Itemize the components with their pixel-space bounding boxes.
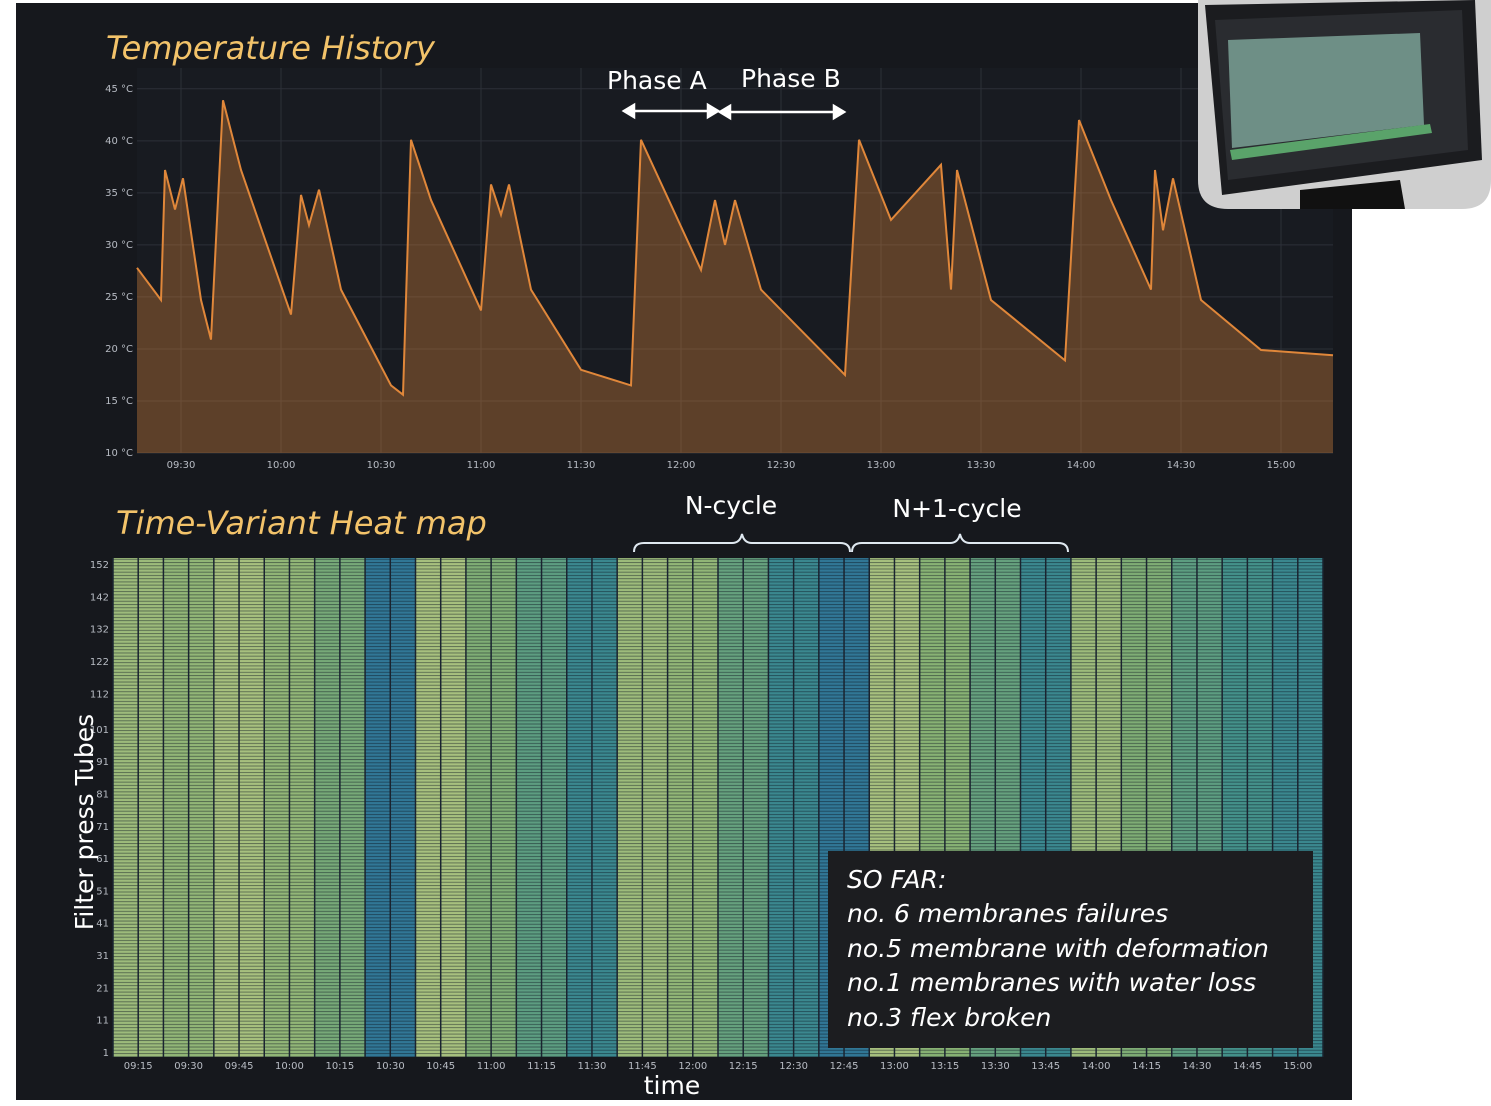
x-tick-label: 11:00: [477, 1061, 506, 1072]
x-tick-label: 13:15: [930, 1061, 959, 1072]
annotation: Phase B: [741, 64, 841, 93]
temperature-chart: 10 °C 15 °C 20 °C 25 °C 30 °C 35 °C 40 °C 45 °C…: [105, 68, 1334, 471]
chart-title: Time-Variant Heat map: [116, 504, 487, 542]
note-line: no.1 membranes with water loss: [847, 968, 1256, 997]
x-tick-label: 09:15: [124, 1061, 153, 1072]
y-tick-label: 142: [90, 592, 109, 603]
x-tick-label: 10:30: [367, 460, 396, 471]
x-tick-label: 11:30: [567, 460, 596, 471]
temperature-line: [136, 100, 1334, 397]
x-tick-label: 11:00: [467, 460, 496, 471]
annotation: N+1-cycle: [892, 494, 1021, 523]
x-tick-label: 09:30: [174, 1061, 203, 1072]
x-tick-label: 14:00: [1082, 1061, 1111, 1072]
y-tick-label: 112: [90, 689, 109, 700]
x-tick-label: 13:45: [1031, 1061, 1060, 1072]
x-tick-label: 12:30: [779, 1061, 808, 1072]
x-tick-label: 10:00: [275, 1061, 304, 1072]
x-tick-label: 13:00: [867, 460, 896, 471]
y-tick-label: 30 °C: [105, 240, 133, 251]
x-tick-label: 13:00: [880, 1061, 909, 1072]
y-tick-label: 101: [90, 725, 109, 736]
y-tick-label: 71: [96, 822, 109, 833]
x-tick-label: 09:45: [225, 1061, 254, 1072]
y-tick-label: 91: [96, 757, 109, 768]
y-tick-label: 1: [103, 1048, 109, 1059]
notes-box: [828, 851, 1313, 1048]
x-tick-label: 15:00: [1283, 1061, 1312, 1072]
y-tick-label: 20 °C: [105, 344, 133, 355]
x-tick-label: 14:30: [1167, 460, 1196, 471]
cycle-braces: [633, 533, 1069, 553]
annotation: Phase A: [607, 66, 707, 95]
x-tick-label: 13:30: [981, 1061, 1010, 1072]
x-tick-label: 11:15: [527, 1061, 556, 1072]
x-tick-label: 09:30: [167, 460, 196, 471]
y-tick-label: 31: [96, 951, 109, 962]
x-tick-label: 10:30: [376, 1061, 405, 1072]
x-tick-label: 10:15: [325, 1061, 354, 1072]
x-tick-label: 15:00: [1267, 460, 1296, 471]
annotation: N-cycle: [685, 491, 777, 520]
y-tick-label: 11: [96, 1016, 109, 1027]
x-tick-label: 13:30: [967, 460, 996, 471]
y-tick-label: 132: [90, 625, 109, 636]
y-axis-label: Filter press Tubes: [70, 714, 99, 930]
y-tick-label: 21: [96, 983, 109, 994]
phase-arrows: [621, 102, 847, 121]
notes-title: SO FAR:: [847, 865, 946, 894]
y-tick-label: 35 °C: [105, 188, 133, 199]
chart-title: Temperature History: [106, 29, 436, 67]
y-tick-label: 81: [96, 789, 109, 800]
x-tick-label: 10:00: [267, 460, 296, 471]
y-tick-label: 51: [96, 886, 109, 897]
photo-inset: [1198, 0, 1491, 209]
y-tick-label: 122: [90, 657, 109, 668]
x-tick-label: 11:30: [578, 1061, 607, 1072]
x-tick-label: 12:00: [667, 460, 696, 471]
x-axis-label: time: [644, 1071, 700, 1100]
x-tick-label: 12:00: [678, 1061, 707, 1072]
y-tick-label: 25 °C: [105, 292, 133, 303]
note-line: no.5 membrane with deformation: [847, 934, 1269, 963]
y-tick-label: 45 °C: [105, 84, 133, 95]
x-tick-label: 14:45: [1233, 1061, 1262, 1072]
y-tick-label: 40 °C: [105, 136, 133, 147]
x-tick-label: 12:15: [729, 1061, 758, 1072]
note-line: no. 6 membranes failures: [847, 899, 1168, 928]
x-tick-label: 12:45: [830, 1061, 859, 1072]
x-tick-label: 11:45: [628, 1061, 657, 1072]
y-tick-label: 10 °C: [105, 448, 133, 459]
y-tick-label: 61: [96, 854, 109, 865]
note-line: no.3 flex broken: [847, 1003, 1051, 1032]
y-tick-label: 41: [96, 919, 109, 930]
temperature-area: [137, 100, 1333, 454]
x-tick-label: 14:00: [1067, 460, 1096, 471]
plot-area: [137, 68, 1333, 453]
x-tick-label: 14:30: [1183, 1061, 1212, 1072]
y-tick-label: 15 °C: [105, 396, 133, 407]
x-tick-label: 12:30: [767, 460, 796, 471]
x-tick-label: 14:15: [1132, 1061, 1161, 1072]
y-tick-label: 152: [90, 560, 109, 571]
x-tick-label: 10:45: [426, 1061, 455, 1072]
